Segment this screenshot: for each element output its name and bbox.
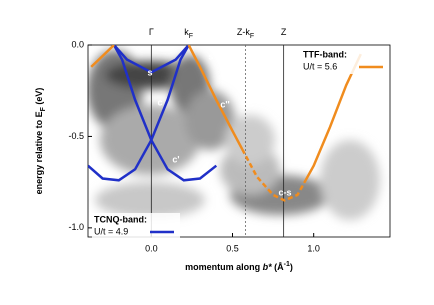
band-curve [241, 148, 307, 202]
y-tick-label: -0.5 [68, 131, 84, 141]
marker-label: kF [184, 27, 193, 40]
legend-title: TCNQ-band: [94, 214, 147, 224]
annotation: c [157, 97, 162, 107]
band-curve [113, 45, 190, 74]
marker-sub: F [250, 33, 254, 40]
x-tick-label: 0.0 [145, 243, 158, 253]
curves [88, 45, 362, 202]
y-axis-label: energy relative to EF (eV) [34, 88, 47, 195]
xlabel-part: b* [263, 262, 272, 272]
legend-title: TTF-band: [303, 49, 347, 59]
marker-text: Γ [149, 27, 154, 37]
marker-label: Γ [149, 27, 154, 37]
annotation: s [147, 67, 152, 77]
legend-box [92, 213, 180, 239]
x-axis-label: momentum along b* (Å-1) [185, 261, 293, 272]
ylabel-part: energy relative to E [34, 111, 44, 194]
plot-frame [87, 44, 391, 238]
band-curve [112, 45, 218, 182]
ylabel-part: F [40, 106, 47, 111]
xlabel-part: (Å [272, 262, 284, 272]
band-curve [88, 45, 190, 182]
legend-label: U/t = 4.9 [94, 226, 128, 236]
xlabel-part: momentum along [185, 262, 263, 272]
marker-label: Z [281, 27, 287, 37]
marker-text: Z [281, 27, 287, 37]
y-tick-label: 0.0 [71, 39, 84, 49]
x-tick-label: 0.5 [226, 243, 239, 253]
marker-sub: F [189, 33, 193, 40]
marker-label: Z-kF [237, 27, 254, 40]
y-tick-label: -1.0 [68, 222, 84, 232]
annotation: c'' [220, 99, 229, 109]
marker-text: Z-k [237, 27, 250, 37]
legend-label: U/t = 5.6 [303, 61, 337, 71]
xlabel-part: ) [290, 262, 293, 272]
annotation: c-s [278, 187, 291, 197]
ylabel-part: (eV) [34, 88, 44, 108]
marker-text: k [184, 27, 189, 37]
legend-box [301, 48, 389, 74]
annotation: c' [172, 154, 179, 164]
band-curve [90, 45, 362, 181]
annotation: s'' [208, 51, 217, 61]
xlabel-part: -1 [284, 261, 290, 268]
x-tick-label: 1.0 [307, 243, 320, 253]
